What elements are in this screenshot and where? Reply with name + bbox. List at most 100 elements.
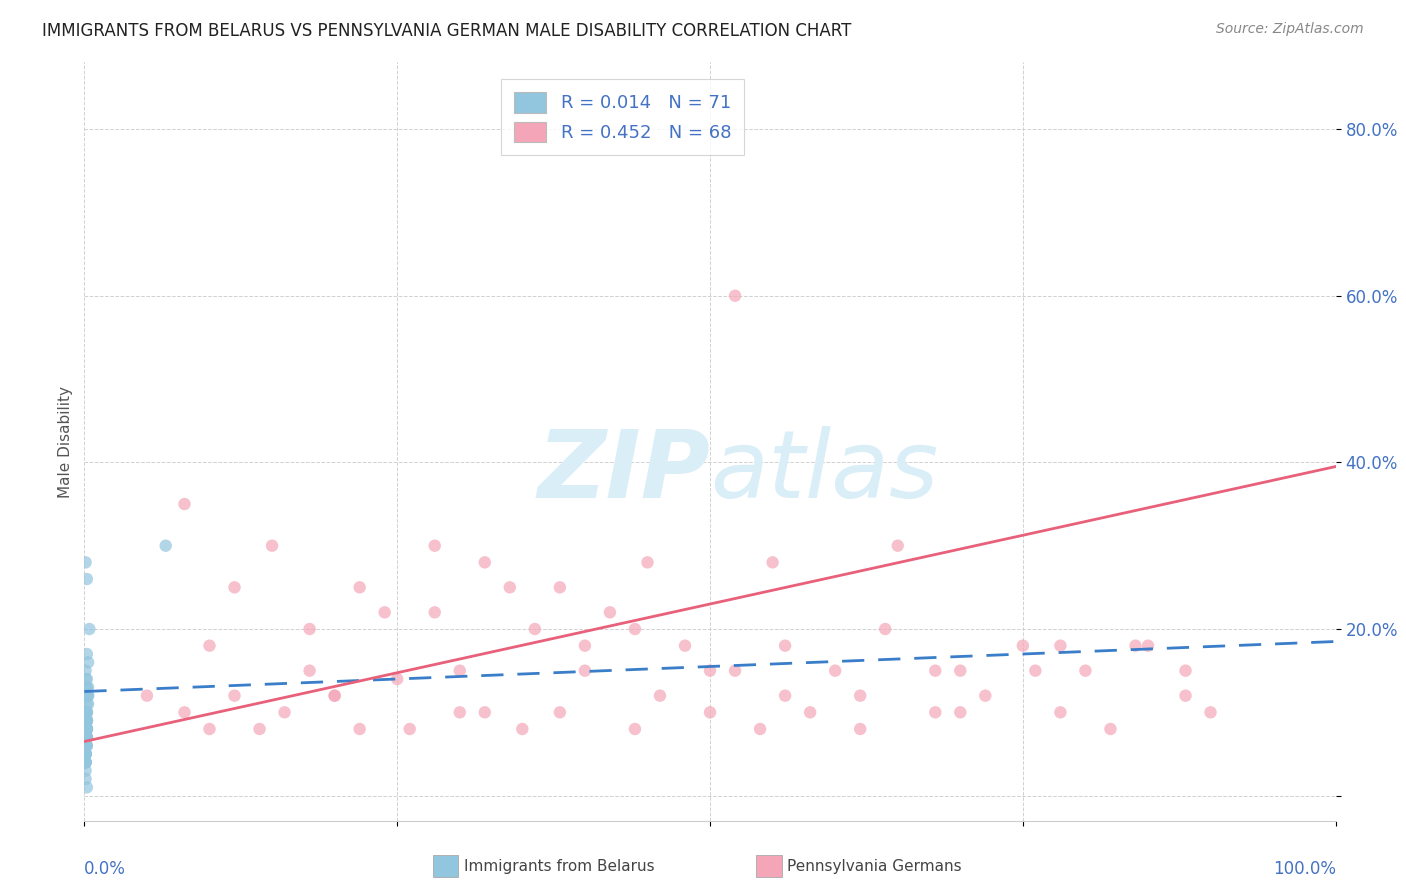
Point [76,722,98,736]
Point [75,739,97,753]
Point [224,689,246,703]
Point [75,731,97,745]
Point [75,731,97,745]
Point [449,664,471,678]
Point [75,714,97,728]
Point [323,689,346,703]
Text: IMMIGRANTS FROM BELARUS VS PENNSYLVANIA GERMAN MALE DISABILITY CORRELATION CHART: IMMIGRANTS FROM BELARUS VS PENNSYLVANIA … [42,22,852,40]
Point [76,706,98,720]
Point [75,739,97,753]
Point [648,689,671,703]
Point [75,772,97,786]
Point [849,722,872,736]
Point [762,555,785,569]
Point [298,622,321,636]
Point [76,706,98,720]
Point [574,639,596,653]
Point [77,656,100,670]
Point [76,681,98,695]
Point [875,622,897,636]
Point [423,539,446,553]
Point [1049,706,1071,720]
Point [76,572,98,586]
Point [599,605,621,619]
Point [499,580,522,594]
Point [924,664,946,678]
Point [1136,639,1159,653]
Point [75,731,97,745]
Point [75,722,97,736]
Point [76,722,98,736]
Point [76,731,98,745]
Point [79,622,101,636]
Point [799,706,821,720]
Point [423,605,446,619]
Point [75,731,97,745]
Point [1074,664,1097,678]
Point [673,639,696,653]
Point [76,689,98,703]
Point [523,622,546,636]
Point [224,580,246,594]
Point [474,706,496,720]
Point [699,706,721,720]
Point [76,714,98,728]
Y-axis label: Male Disability: Male Disability [58,385,73,498]
Point [76,722,98,736]
Text: 100.0%: 100.0% [1272,860,1336,878]
Point [75,739,97,753]
Point [75,739,97,753]
Point [1174,664,1197,678]
Point [76,714,98,728]
Point [76,722,98,736]
Point [77,689,100,703]
Point [75,664,97,678]
Point [574,664,596,678]
Point [75,739,97,753]
Point [76,731,98,745]
Point [398,722,420,736]
Point [77,689,100,703]
Point [624,722,647,736]
Point [749,722,772,736]
Text: Immigrants from Belarus: Immigrants from Belarus [464,859,655,873]
Point [699,664,721,678]
Point [76,722,98,736]
Text: ZIP: ZIP [537,425,710,518]
Point [949,706,972,720]
Point [298,664,321,678]
Point [75,747,97,761]
Point [75,747,97,761]
Point [262,539,284,553]
Point [76,739,98,753]
Point [76,714,98,728]
Point [76,714,98,728]
Point [548,580,571,594]
Point [1099,722,1122,736]
Point [349,722,371,736]
Legend: R = 0.014   N = 71, R = 0.452   N = 68: R = 0.014 N = 71, R = 0.452 N = 68 [501,79,744,155]
Point [75,739,97,753]
Point [75,756,97,770]
Point [173,497,195,511]
Text: atlas: atlas [710,426,938,517]
Point [75,555,97,569]
Point [273,706,295,720]
Point [824,664,846,678]
Point [75,714,97,728]
Point [173,706,195,720]
Point [76,731,98,745]
Point [75,747,97,761]
Point [1012,639,1035,653]
Point [75,747,97,761]
Text: 0.0%: 0.0% [84,860,127,878]
Point [75,731,97,745]
Point [198,639,221,653]
Point [474,555,496,569]
Point [75,756,97,770]
Point [75,681,97,695]
Point [76,697,98,711]
Point [849,689,872,703]
Point [249,722,271,736]
Point [76,672,98,686]
